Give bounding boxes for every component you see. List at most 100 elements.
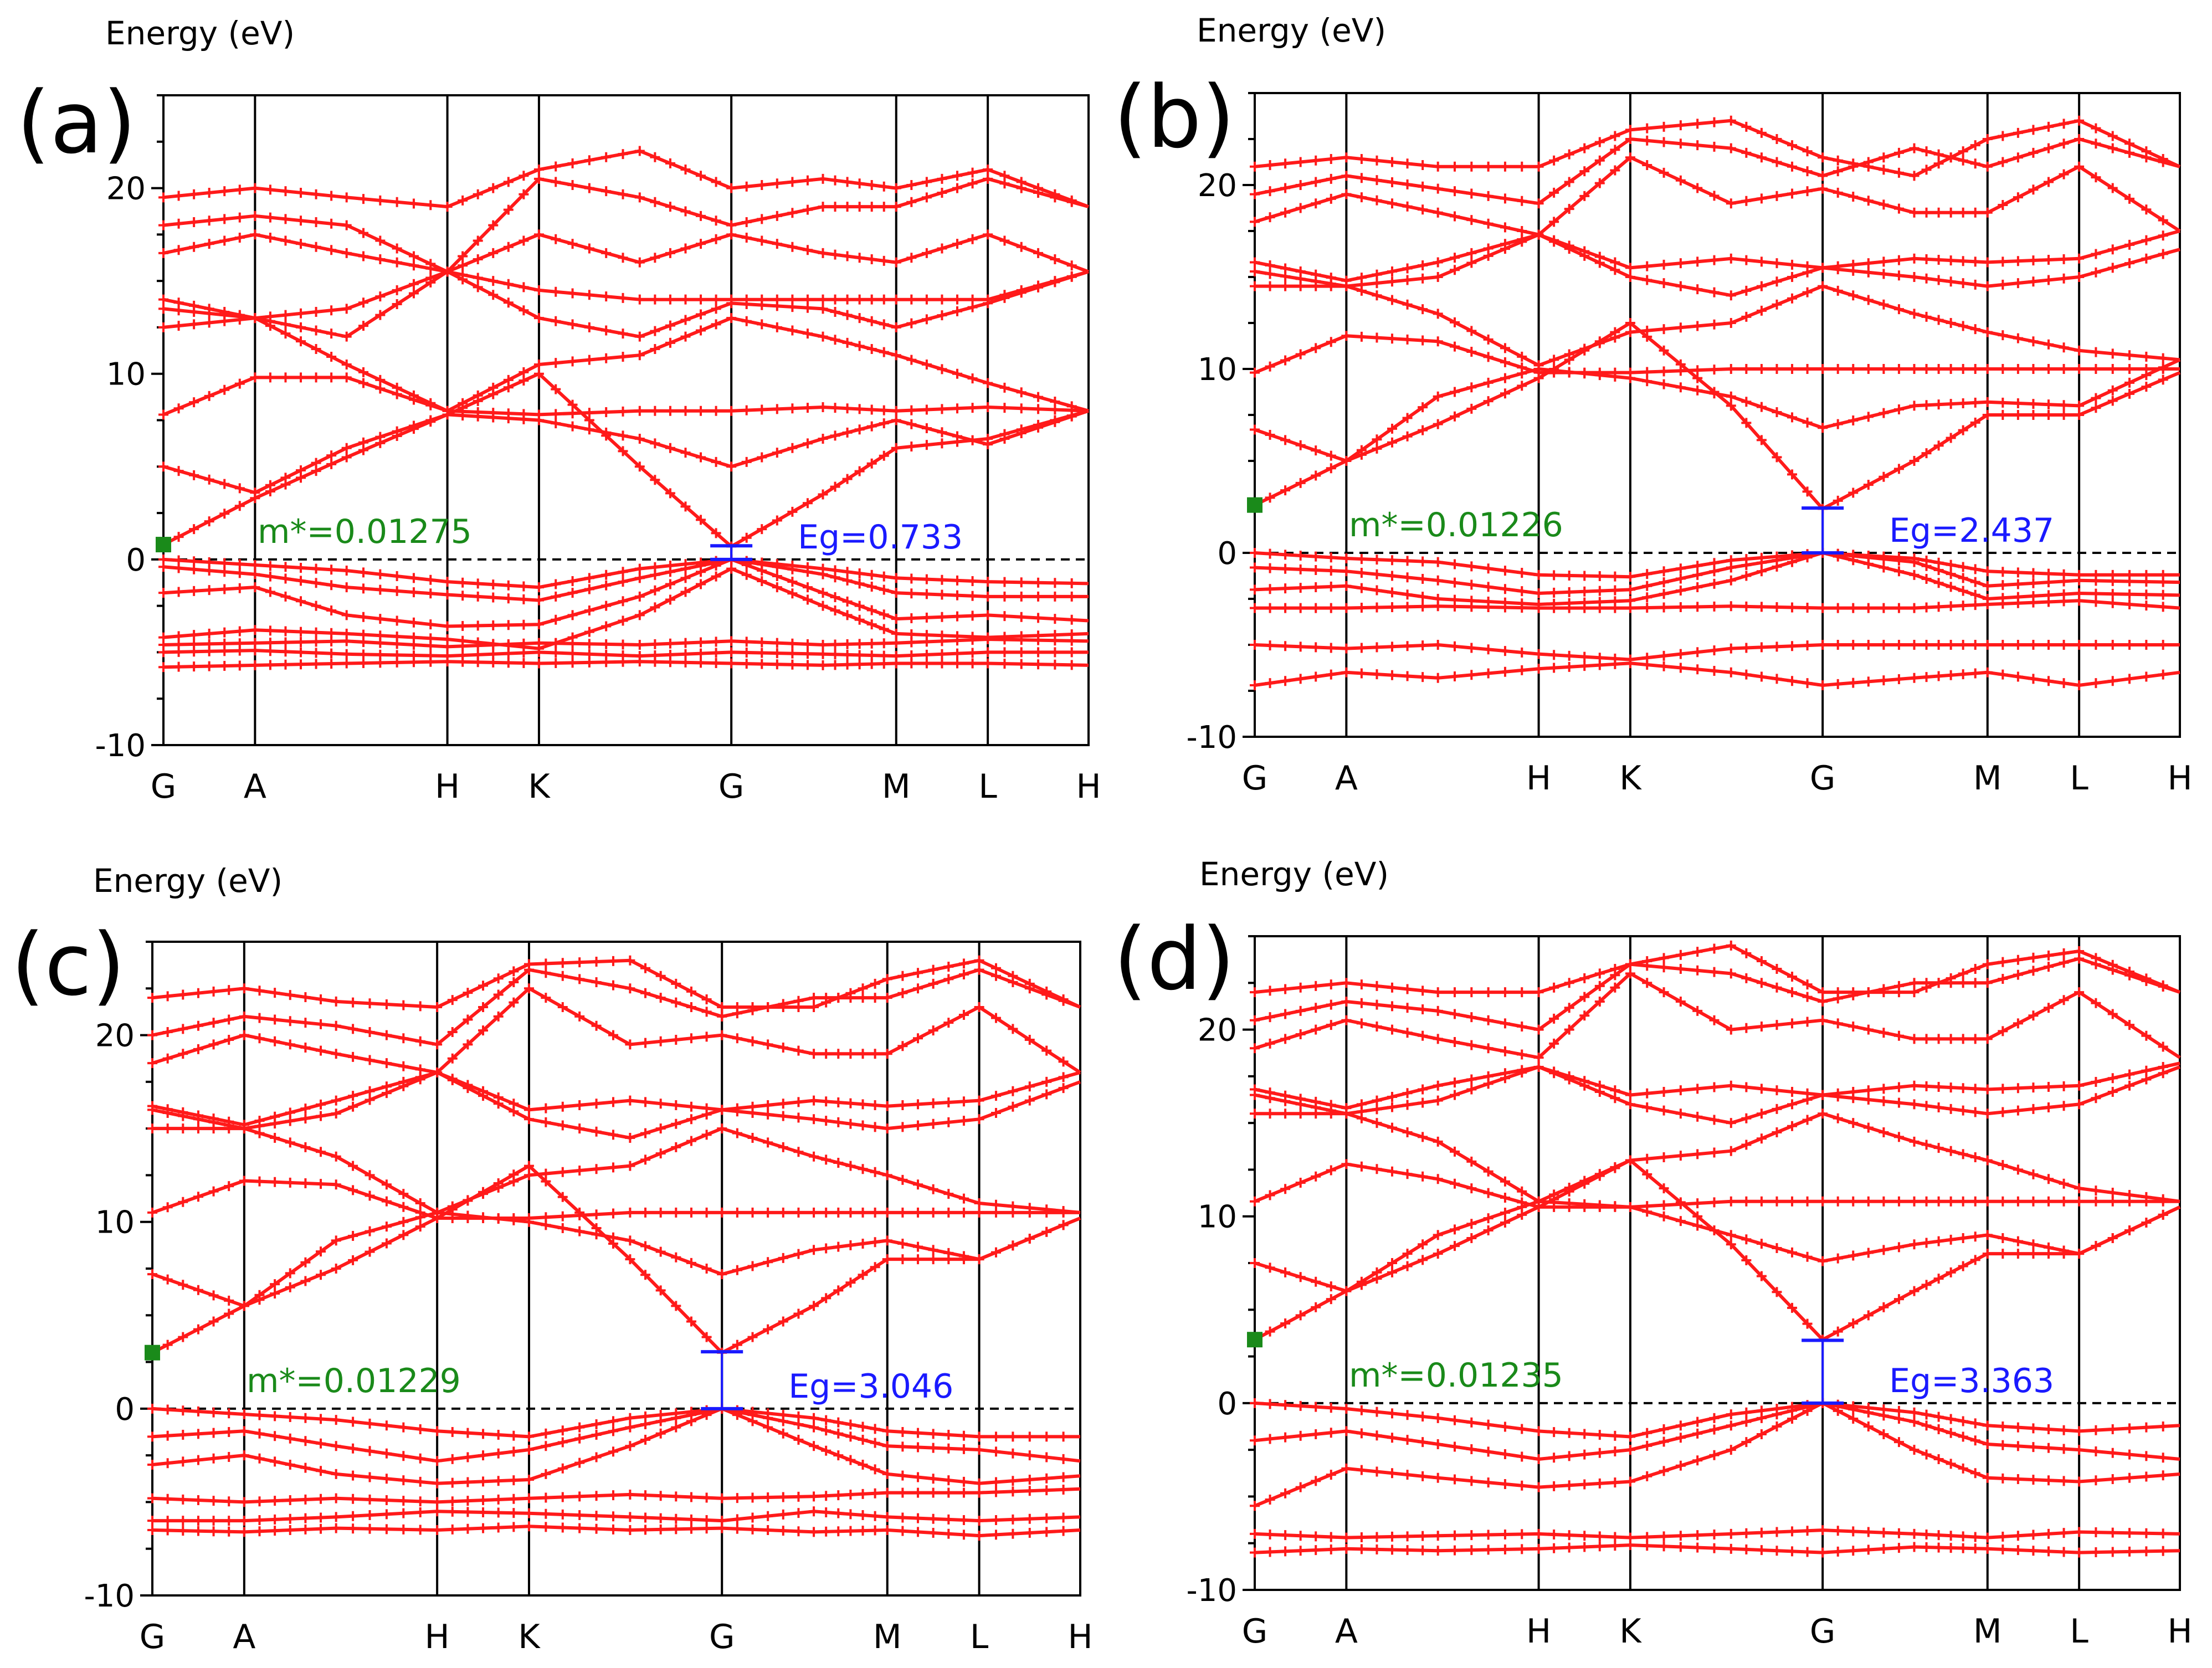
band-marker <box>204 215 214 226</box>
band-marker <box>1756 671 1767 682</box>
y-tick-label: -10 <box>95 728 146 764</box>
band-marker <box>189 556 199 567</box>
band-marker <box>473 649 483 660</box>
band-marker <box>1500 239 1510 249</box>
band-marker <box>1692 365 1703 376</box>
band-marker <box>524 1493 534 1503</box>
band-marker <box>381 1474 392 1484</box>
band-marker <box>415 1525 425 1535</box>
band-marker <box>1450 411 1460 422</box>
band-marker <box>488 248 499 258</box>
band-marker <box>787 561 798 571</box>
band-marker <box>757 576 767 586</box>
band-marker <box>1066 629 1077 640</box>
band-marker <box>584 424 594 435</box>
band-marker <box>425 200 436 211</box>
band-marker <box>854 294 865 305</box>
band-marker <box>802 639 813 649</box>
band-marker <box>392 382 402 393</box>
band-marker <box>680 165 691 175</box>
band-marker <box>224 1496 234 1507</box>
band-marker <box>1879 269 1889 279</box>
band-marker <box>990 1487 1001 1497</box>
band-marker <box>866 619 877 630</box>
band-marker <box>1250 257 1260 268</box>
band-marker <box>265 372 275 383</box>
band-marker <box>983 647 993 658</box>
band-marker <box>1341 152 1352 163</box>
band-marker <box>1958 586 1968 596</box>
band-marker <box>1756 152 1767 163</box>
band-marker <box>2028 364 2039 374</box>
x-tick-label: G <box>1242 1612 1268 1651</box>
band-marker <box>1909 272 1920 282</box>
band-marker <box>1066 578 1077 588</box>
band-marker <box>1756 305 1767 316</box>
band-marker <box>458 650 468 661</box>
band-marker <box>634 257 645 268</box>
band-marker <box>285 1513 295 1524</box>
band-marker <box>458 591 468 601</box>
band-marker <box>842 567 853 577</box>
band-marker <box>1372 269 1382 280</box>
band-marker <box>250 625 260 635</box>
band-marker <box>1418 181 1428 192</box>
x-tick-label: K <box>518 1618 541 1656</box>
band-marker <box>265 184 275 195</box>
band-marker <box>1341 566 1352 577</box>
band-marker <box>173 191 184 201</box>
band-marker <box>845 1509 856 1520</box>
band-marker <box>584 290 594 300</box>
band-marker <box>2124 674 2135 684</box>
band-marker <box>879 319 889 330</box>
band-marker <box>1610 165 1620 176</box>
band-marker <box>158 554 168 564</box>
band-marker <box>375 569 386 579</box>
band-marker <box>1549 663 1559 673</box>
band-marker <box>726 406 737 416</box>
band-marker <box>1500 597 1510 608</box>
band-marker <box>147 1516 157 1526</box>
band-marker <box>2044 121 2054 132</box>
band-marker <box>787 659 798 670</box>
band-markers <box>158 554 1077 593</box>
band-marker <box>254 1515 265 1526</box>
band-marker <box>1402 263 1413 274</box>
band-marker <box>458 577 468 588</box>
band-marker <box>650 475 660 485</box>
band-marker <box>1295 641 1306 652</box>
band-marker <box>891 638 901 648</box>
band-marker <box>234 184 245 195</box>
band-marker <box>772 659 782 670</box>
band-marker <box>533 368 544 379</box>
band-marker <box>1909 309 1920 319</box>
band-marker <box>326 191 337 201</box>
band-marker <box>937 243 947 254</box>
band-marker <box>870 1488 880 1498</box>
band-marker <box>1466 347 1477 357</box>
band-marker <box>458 620 468 631</box>
band-marker <box>557 1522 568 1533</box>
band-marker <box>2124 193 2135 204</box>
band-marker <box>2107 396 2118 406</box>
band-marker <box>2044 275 2054 285</box>
band-marker <box>1280 207 1291 218</box>
band-marker <box>1946 152 1956 163</box>
band-marker <box>937 649 947 659</box>
y-tick-label: 20 <box>95 1018 135 1054</box>
band-marker <box>341 331 352 342</box>
band-marker <box>425 259 436 269</box>
band-marker <box>680 638 691 648</box>
band-marker <box>219 214 230 224</box>
band-marker <box>1982 364 1993 374</box>
band-marker <box>967 576 978 586</box>
band-marker <box>1998 131 2008 141</box>
band-marker <box>1741 147 1752 158</box>
band-marker <box>158 294 168 305</box>
band-marker <box>1741 311 1752 322</box>
band-marker <box>2091 138 2101 149</box>
band-marker <box>726 313 737 324</box>
band-marker <box>1772 674 1782 684</box>
band-marker <box>787 208 798 218</box>
band-marker <box>1594 338 1605 348</box>
